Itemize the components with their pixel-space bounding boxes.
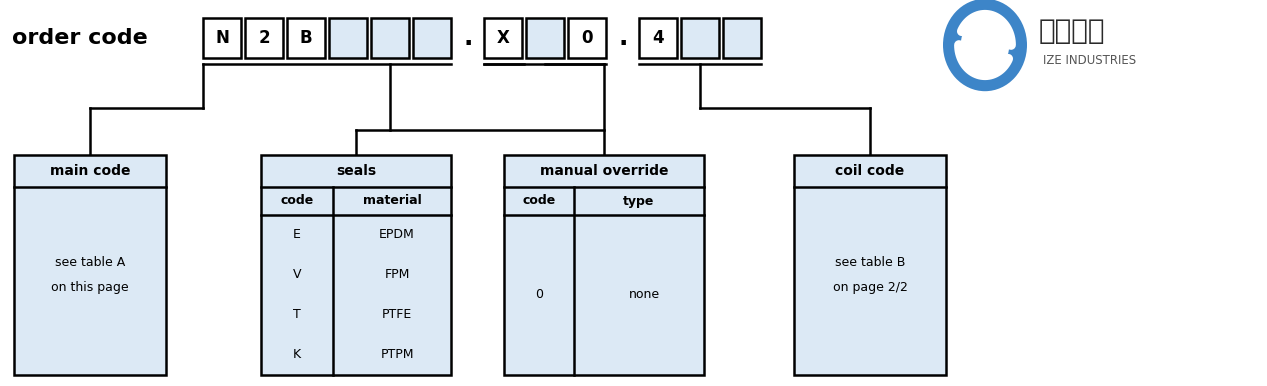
Text: type: type <box>623 195 655 208</box>
Text: B: B <box>300 29 312 47</box>
Bar <box>723 18 761 58</box>
Text: EPDM: EPDM <box>379 229 416 242</box>
Text: on this page: on this page <box>51 281 129 293</box>
Text: 0: 0 <box>582 29 593 47</box>
Text: E: E <box>293 229 302 242</box>
Bar <box>371 18 409 58</box>
Bar <box>484 18 522 58</box>
Text: none: none <box>628 288 660 301</box>
Bar <box>245 18 283 58</box>
Text: see table B: see table B <box>835 257 905 269</box>
Text: on page 2/2: on page 2/2 <box>832 281 907 293</box>
Text: IZE INDUSTRIES: IZE INDUSTRIES <box>1043 54 1136 68</box>
Bar <box>794 155 946 375</box>
Text: code: code <box>522 195 556 208</box>
Text: X: X <box>497 29 509 47</box>
Bar <box>329 18 367 58</box>
Bar <box>261 155 451 375</box>
Text: 4: 4 <box>653 29 664 47</box>
Bar <box>14 155 166 375</box>
Text: 2: 2 <box>258 29 270 47</box>
Ellipse shape <box>943 0 1028 91</box>
Text: K: K <box>293 349 302 362</box>
Text: .: . <box>464 26 473 50</box>
Text: material: material <box>362 195 422 208</box>
Text: .: . <box>618 26 627 50</box>
Text: coil code: coil code <box>835 164 905 178</box>
Text: code: code <box>280 195 314 208</box>
Bar <box>526 18 564 58</box>
Text: 0: 0 <box>535 288 544 301</box>
Text: manual override: manual override <box>540 164 668 178</box>
Bar <box>288 18 326 58</box>
Bar <box>680 18 718 58</box>
Text: V: V <box>293 269 302 281</box>
Text: PTFE: PTFE <box>381 308 412 322</box>
Text: order code: order code <box>11 28 148 48</box>
Ellipse shape <box>960 18 1010 72</box>
Bar <box>568 18 606 58</box>
Text: main code: main code <box>49 164 131 178</box>
Text: see table A: see table A <box>54 257 125 269</box>
Text: FPM: FPM <box>384 269 409 281</box>
Text: T: T <box>293 308 302 322</box>
Text: seals: seals <box>336 164 376 178</box>
Bar <box>203 18 241 58</box>
Text: N: N <box>215 29 229 47</box>
Bar <box>413 18 451 58</box>
Bar <box>639 18 677 58</box>
Bar <box>504 155 704 375</box>
Text: 爱泽工业: 爱泽工业 <box>1039 17 1106 45</box>
Text: PTPM: PTPM <box>380 349 414 362</box>
